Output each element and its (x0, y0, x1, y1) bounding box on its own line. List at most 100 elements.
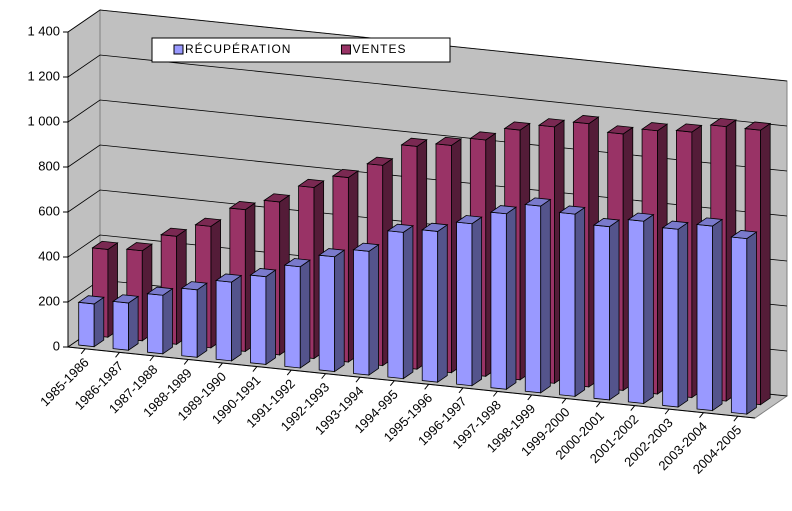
bar (180, 281, 208, 359)
bar-top (214, 273, 243, 283)
x-tick (733, 415, 739, 422)
bar (695, 217, 724, 412)
bar (214, 273, 243, 362)
bar-front (490, 211, 507, 390)
bar-side (231, 274, 242, 362)
x-tick (183, 359, 189, 365)
bar-top (730, 230, 758, 240)
y-tick-label: 600 (38, 203, 60, 218)
bar (249, 268, 277, 366)
bar-side (677, 221, 689, 408)
bar-side (505, 206, 517, 391)
bar (455, 215, 483, 387)
bar-front (559, 212, 576, 397)
y-tick-label: 1 200 (27, 68, 60, 83)
x-tick (527, 394, 533, 401)
bar-side (437, 224, 448, 383)
bar-top (146, 286, 174, 296)
bar-top (421, 222, 449, 232)
y-tick-label: 800 (38, 158, 60, 173)
bar (592, 218, 621, 401)
bar-top (455, 215, 483, 225)
x-tick (630, 405, 636, 411)
bar-side (368, 243, 379, 376)
bar-front (78, 301, 95, 348)
bar-top (503, 121, 531, 131)
y-tick-label: 0 (53, 338, 60, 353)
bar-top (249, 268, 277, 278)
x-tick (80, 348, 86, 355)
bar-front (593, 224, 610, 401)
bar-front (147, 293, 164, 355)
bar-front (112, 300, 129, 351)
bar (386, 223, 415, 380)
bar-side (540, 198, 551, 394)
bar-top (469, 131, 497, 141)
bar-side (471, 216, 483, 387)
bar-top (709, 117, 737, 128)
bar-side (760, 122, 771, 406)
bar-front (456, 221, 473, 387)
legend-label: RÉCUPÉRATION (185, 41, 291, 56)
bar-top (695, 217, 724, 227)
bar (318, 248, 346, 373)
bar-top (558, 205, 586, 215)
bar-top (524, 197, 552, 207)
bar-front (730, 236, 748, 415)
bar (111, 294, 140, 351)
bar (730, 230, 758, 415)
x-tick (492, 391, 498, 397)
bar-side (402, 225, 414, 380)
bar-front (318, 254, 336, 372)
bar-top (194, 217, 222, 227)
bar-side (162, 287, 173, 355)
bar (524, 197, 552, 394)
bar (421, 222, 449, 383)
bar-top (661, 220, 689, 230)
bar (283, 258, 311, 369)
bar-front (421, 229, 439, 383)
x-tick (149, 355, 155, 362)
legend-swatch (173, 44, 184, 55)
bar-top (352, 242, 380, 252)
bar (489, 205, 518, 391)
bar-front (353, 249, 370, 376)
x-tick (424, 383, 430, 390)
bar-top (125, 242, 153, 252)
bar-front (387, 230, 404, 380)
grid-line (67, 54, 788, 127)
bar-top (91, 240, 119, 250)
bar-side (746, 231, 757, 415)
x-tick (561, 398, 567, 404)
bar-front (250, 274, 267, 365)
bar-top (537, 118, 566, 128)
bar-top (743, 121, 772, 131)
bar-side (712, 218, 723, 412)
bar-front (215, 280, 232, 362)
bar-top (297, 178, 325, 188)
bar-side (265, 269, 276, 366)
bar-front (662, 227, 679, 408)
y-tick-label: 1 000 (27, 113, 60, 128)
bar-top (331, 168, 360, 178)
bar-front (284, 264, 301, 369)
bar-top (592, 218, 621, 228)
bar (77, 295, 105, 348)
x-tick (699, 412, 704, 418)
legend-swatch (340, 44, 351, 55)
bar-side (609, 219, 620, 401)
bar-top (386, 223, 415, 233)
bar-top (283, 258, 311, 268)
bar-top (489, 205, 518, 215)
bar-top (77, 295, 105, 305)
bar-top (572, 115, 600, 125)
bar (661, 220, 689, 408)
bar-top (434, 136, 463, 146)
bar-top (640, 122, 669, 132)
x-tick (115, 352, 120, 358)
x-tick (458, 387, 464, 394)
x-axis (67, 346, 756, 419)
x-tick (664, 408, 670, 415)
y-tick-label: 200 (38, 293, 60, 308)
